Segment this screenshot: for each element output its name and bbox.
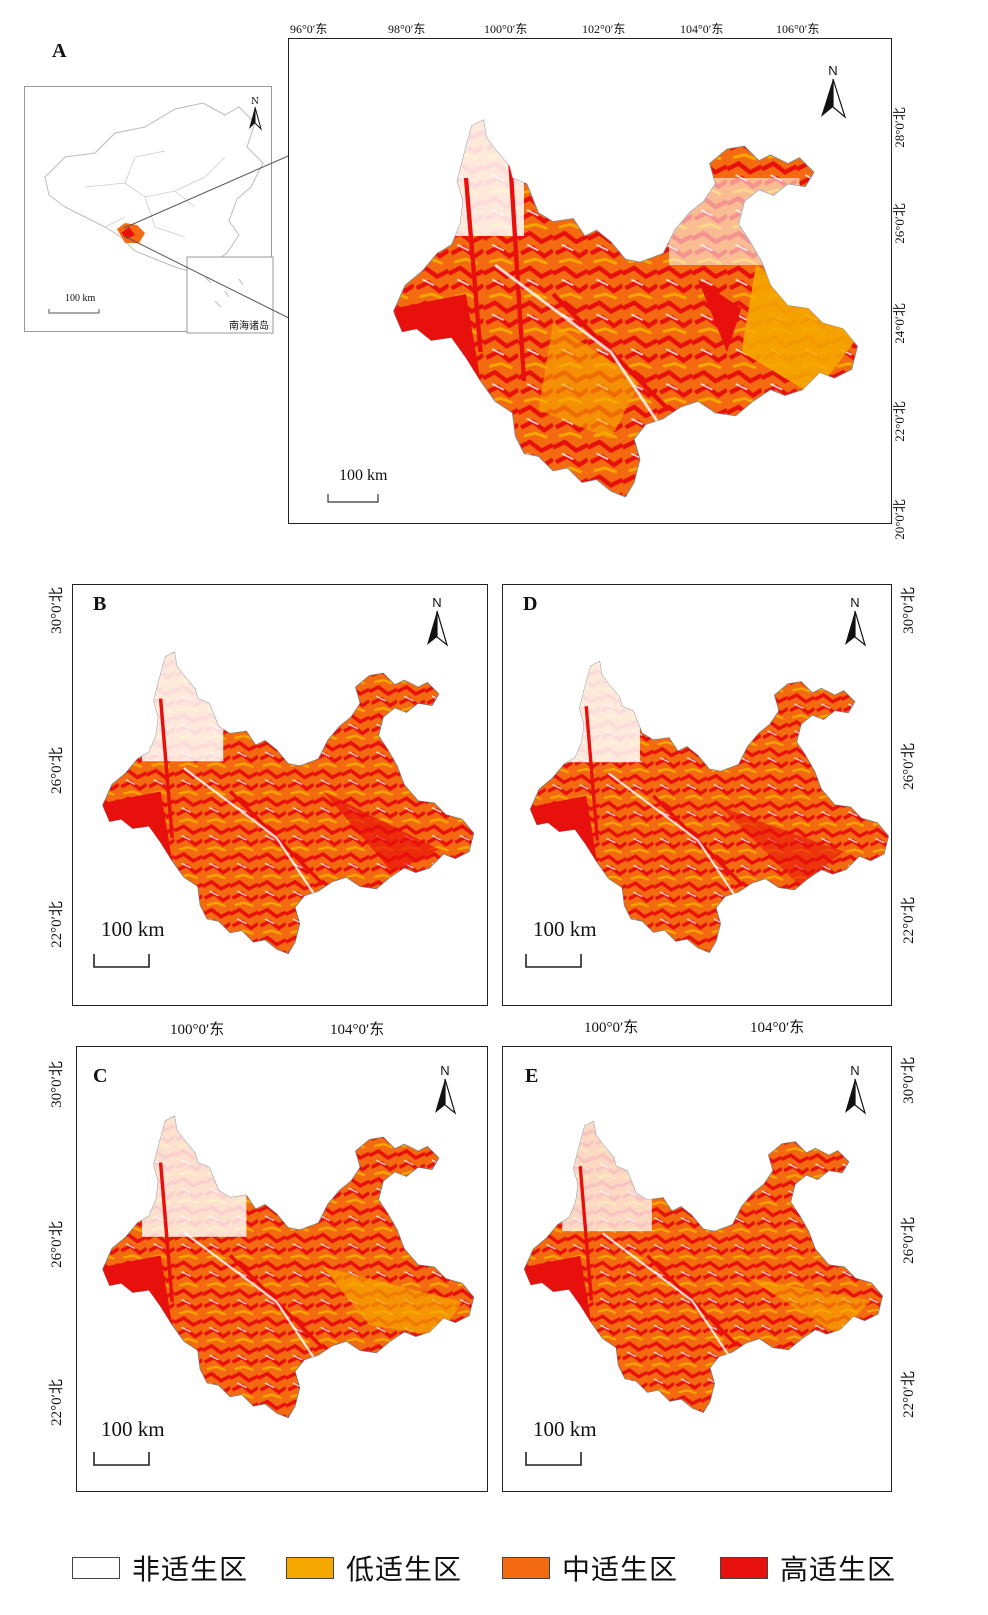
inset-scale-label: 100 km: [65, 293, 96, 304]
panel-a-label: A: [52, 40, 67, 62]
panel-e-north-arrow: N: [843, 1063, 867, 1119]
panel-e-label: E: [525, 1065, 539, 1087]
mid-tick-104-left: 104°0′东: [330, 1022, 385, 1038]
mid-tick-100-left: 100°0′东: [170, 1022, 225, 1038]
right-tick-26: 26°0′北: [891, 203, 907, 244]
top-tick-102: 102°0′东: [582, 22, 626, 36]
panel-c-scale-label: 100 km: [101, 1417, 165, 1441]
panel-d-yunnan-map: [529, 660, 890, 954]
right-tick-22-d: 22°0′北: [900, 897, 917, 944]
north-arrow-icon: [427, 610, 449, 647]
mid-tick-100-right: 100°0′东: [584, 1020, 639, 1036]
panel-e-scale-bar: [525, 1452, 582, 1466]
top-tick-106: 106°0′东: [776, 22, 820, 36]
panel-c-label: C: [93, 1065, 108, 1087]
legend-label-unsuitable: 非适生区: [132, 1553, 249, 1586]
inset-north-arrow: N: [247, 97, 263, 133]
panel-c-north-arrow: N: [433, 1063, 457, 1119]
right-tick-20: 20°0′北: [891, 499, 907, 540]
right-tick-22: 22°0′北: [891, 401, 907, 442]
panel-b-yunnan-map: [102, 651, 475, 955]
left-tick-26-c: 26°0′北: [48, 1221, 65, 1268]
panel-d-scale-label: 100 km: [533, 917, 597, 941]
left-tick-30-b: 30°0′北: [48, 587, 65, 634]
north-letter: N: [440, 1063, 450, 1078]
left-tick-22-b: 22°0′北: [48, 901, 65, 948]
main-scale-bar: [327, 494, 379, 503]
panel-d-north-arrow: N: [843, 595, 867, 651]
north-arrow-icon: [821, 78, 847, 119]
panel-b-map-frame: B N 100 km: [72, 584, 488, 1006]
north-letter: N: [251, 97, 259, 107]
china-inset-map: 100 km 南海诸岛 N: [24, 86, 274, 334]
north-letter: N: [432, 595, 442, 610]
right-tick-24: 24°0′北: [891, 303, 907, 344]
top-tick-96: 96°0′东: [290, 22, 328, 36]
legend-label-low: 低适生区: [346, 1553, 463, 1586]
right-tick-26-e: 26°0′北: [900, 1217, 917, 1264]
legend-label-medium: 中适生区: [562, 1553, 679, 1586]
panel-d-scale-bar: [525, 954, 582, 968]
north-arrow-icon: [845, 1078, 867, 1115]
right-tick-28: 28°0′北: [891, 107, 907, 148]
right-tick-30-e: 30°0′北: [900, 1057, 917, 1104]
legend-item-unsuitable: 非适生区: [72, 1548, 248, 1588]
main-map-frame: N 100 km: [288, 38, 892, 524]
left-tick-22-c: 22°0′北: [48, 1379, 65, 1426]
right-tick-26-d: 26°0′北: [900, 743, 917, 790]
panel-b-scale-label: 100 km: [101, 917, 165, 941]
south-sea-islands-label: 南海诸岛: [229, 321, 269, 332]
legend-swatch-unsuitable: [72, 1557, 120, 1579]
left-tick-26-b: 26°0′北: [48, 747, 65, 794]
north-letter: N: [850, 595, 860, 610]
legend-swatch-medium: [502, 1557, 550, 1579]
panel-b-scale-bar: [93, 954, 150, 968]
panel-c-yunnan-map: [102, 1115, 475, 1419]
north-letter: N: [850, 1063, 860, 1078]
legend-item-medium: 中适生区: [502, 1548, 678, 1588]
china-outline-map: [44, 102, 274, 334]
legend-item-high: 高适生区: [720, 1548, 896, 1588]
panel-b-label: B: [93, 593, 107, 615]
north-arrow-icon: [845, 610, 867, 647]
legend-item-low: 低适生区: [286, 1548, 462, 1588]
panel-b-north-arrow: N: [425, 595, 449, 651]
panel-d-label: D: [523, 593, 538, 615]
panel-c-map-frame: C N 100 km: [76, 1046, 488, 1492]
left-tick-30-c: 30°0′北: [48, 1061, 65, 1108]
north-letter: N: [828, 63, 838, 78]
legend-label-high: 高适生区: [780, 1553, 897, 1586]
main-yunnan-map: [392, 119, 859, 498]
legend-swatch-high: [720, 1557, 768, 1579]
legend-swatch-low: [286, 1557, 334, 1579]
right-tick-30-d: 30°0′北: [900, 587, 917, 634]
panel-d-map-frame: D N 100 km: [502, 584, 892, 1006]
top-tick-104: 104°0′东: [680, 22, 724, 36]
mid-tick-104-right: 104°0′东: [750, 1020, 805, 1036]
top-tick-100: 100°0′东: [484, 22, 528, 36]
top-tick-98: 98°0′东: [388, 22, 426, 36]
north-arrow-icon: [435, 1078, 457, 1115]
panel-e-yunnan-map: [523, 1120, 884, 1414]
panel-c-scale-bar: [93, 1452, 150, 1466]
main-north-arrow: N: [819, 63, 847, 123]
main-scale-label: 100 km: [339, 467, 388, 484]
right-tick-22-e: 22°0′北: [900, 1371, 917, 1418]
panel-e-map-frame: E N 100 km: [502, 1046, 892, 1492]
north-arrow-icon: [249, 106, 262, 131]
panel-e-scale-label: 100 km: [533, 1417, 597, 1441]
